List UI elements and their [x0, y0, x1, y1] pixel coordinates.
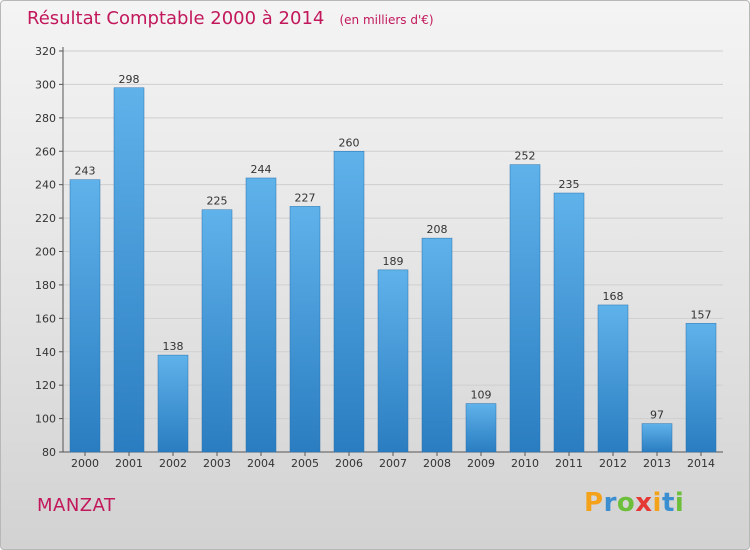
x-tick-label: 2012	[599, 457, 627, 470]
bar	[333, 151, 365, 453]
y-tick-label: 260	[35, 145, 56, 158]
logo-letter: i	[674, 488, 685, 518]
logo-letter: P	[584, 488, 604, 518]
x-tick-label: 2006	[335, 457, 363, 470]
x-tick-label: 2011	[555, 457, 583, 470]
y-tick-label: 80	[42, 446, 56, 459]
bar	[597, 304, 629, 453]
bar	[685, 323, 717, 453]
x-tick-label: 2013	[643, 457, 671, 470]
bar	[245, 177, 277, 453]
bar	[69, 179, 101, 453]
y-tick-label: 280	[35, 112, 56, 125]
logo-letter: o	[616, 488, 636, 518]
logo-letter: x	[635, 488, 653, 518]
bar	[201, 209, 233, 453]
bar	[509, 164, 541, 453]
y-tick-label: 220	[35, 212, 56, 225]
x-tick-label: 2010	[511, 457, 539, 470]
bar-value-label: 97	[650, 409, 664, 422]
x-tick-label: 2003	[203, 457, 231, 470]
x-tick-label: 2007	[379, 457, 407, 470]
bar	[289, 206, 321, 453]
x-tick-label: 2014	[687, 457, 715, 470]
y-tick-label: 320	[35, 45, 56, 58]
x-tick-label: 2008	[423, 457, 451, 470]
bar-value-label: 157	[691, 308, 712, 321]
y-tick-label: 160	[35, 312, 56, 325]
y-tick-label: 120	[35, 379, 56, 392]
logo-letter: t	[661, 488, 675, 518]
bar-value-label: 227	[295, 191, 316, 204]
x-tick-label: 2001	[115, 457, 143, 470]
bar-value-label: 244	[251, 163, 272, 176]
bar	[377, 269, 409, 453]
y-tick-label: 200	[35, 246, 56, 259]
y-tick-label: 300	[35, 78, 56, 91]
bars	[69, 87, 717, 453]
bar-value-label: 243	[75, 165, 96, 178]
labels: 80 100 120 140 160 180 200 220 240 260 280 300 320 24…	[35, 45, 715, 470]
bar-value-label: 260	[339, 136, 360, 149]
x-tick-label: 2002	[159, 457, 187, 470]
x-tick-label: 2004	[247, 457, 275, 470]
bar-value-label: 252	[515, 150, 536, 163]
bar-value-label: 235	[559, 178, 580, 191]
logo-letter: i	[652, 488, 662, 518]
bar-value-label: 168	[603, 290, 624, 303]
bar	[553, 192, 585, 453]
bar	[421, 237, 453, 453]
x-tick-label: 2005	[291, 457, 319, 470]
location-name: MANZAT	[37, 495, 116, 516]
x-tick-label: 2009	[467, 457, 495, 470]
y-tick-label: 100	[35, 413, 56, 426]
bar-value-label: 189	[383, 255, 404, 268]
bar	[465, 403, 497, 453]
bar-value-label: 225	[207, 195, 228, 208]
bar-value-label: 109	[471, 389, 492, 402]
y-tick-label: 180	[35, 279, 56, 292]
bar	[157, 354, 189, 453]
y-tick-label: 140	[35, 346, 56, 359]
bar-value-label: 138	[163, 340, 184, 353]
chart-title-block: Résultat Comptable 2000 à 2014 (en milli…	[27, 8, 434, 29]
chart-subtitle: (en milliers d'€)	[339, 13, 434, 27]
bar-value-label: 298	[119, 73, 140, 86]
y-tick-label: 240	[35, 179, 56, 192]
bar-value-label: 208	[427, 223, 448, 236]
logo-letter: r	[603, 488, 617, 518]
bar	[113, 87, 145, 453]
bar	[641, 423, 673, 453]
proxiti-logo: Proxiti	[584, 488, 684, 518]
chart-title: Résultat Comptable 2000 à 2014	[27, 8, 325, 29]
x-tick-label: 2000	[71, 457, 99, 470]
